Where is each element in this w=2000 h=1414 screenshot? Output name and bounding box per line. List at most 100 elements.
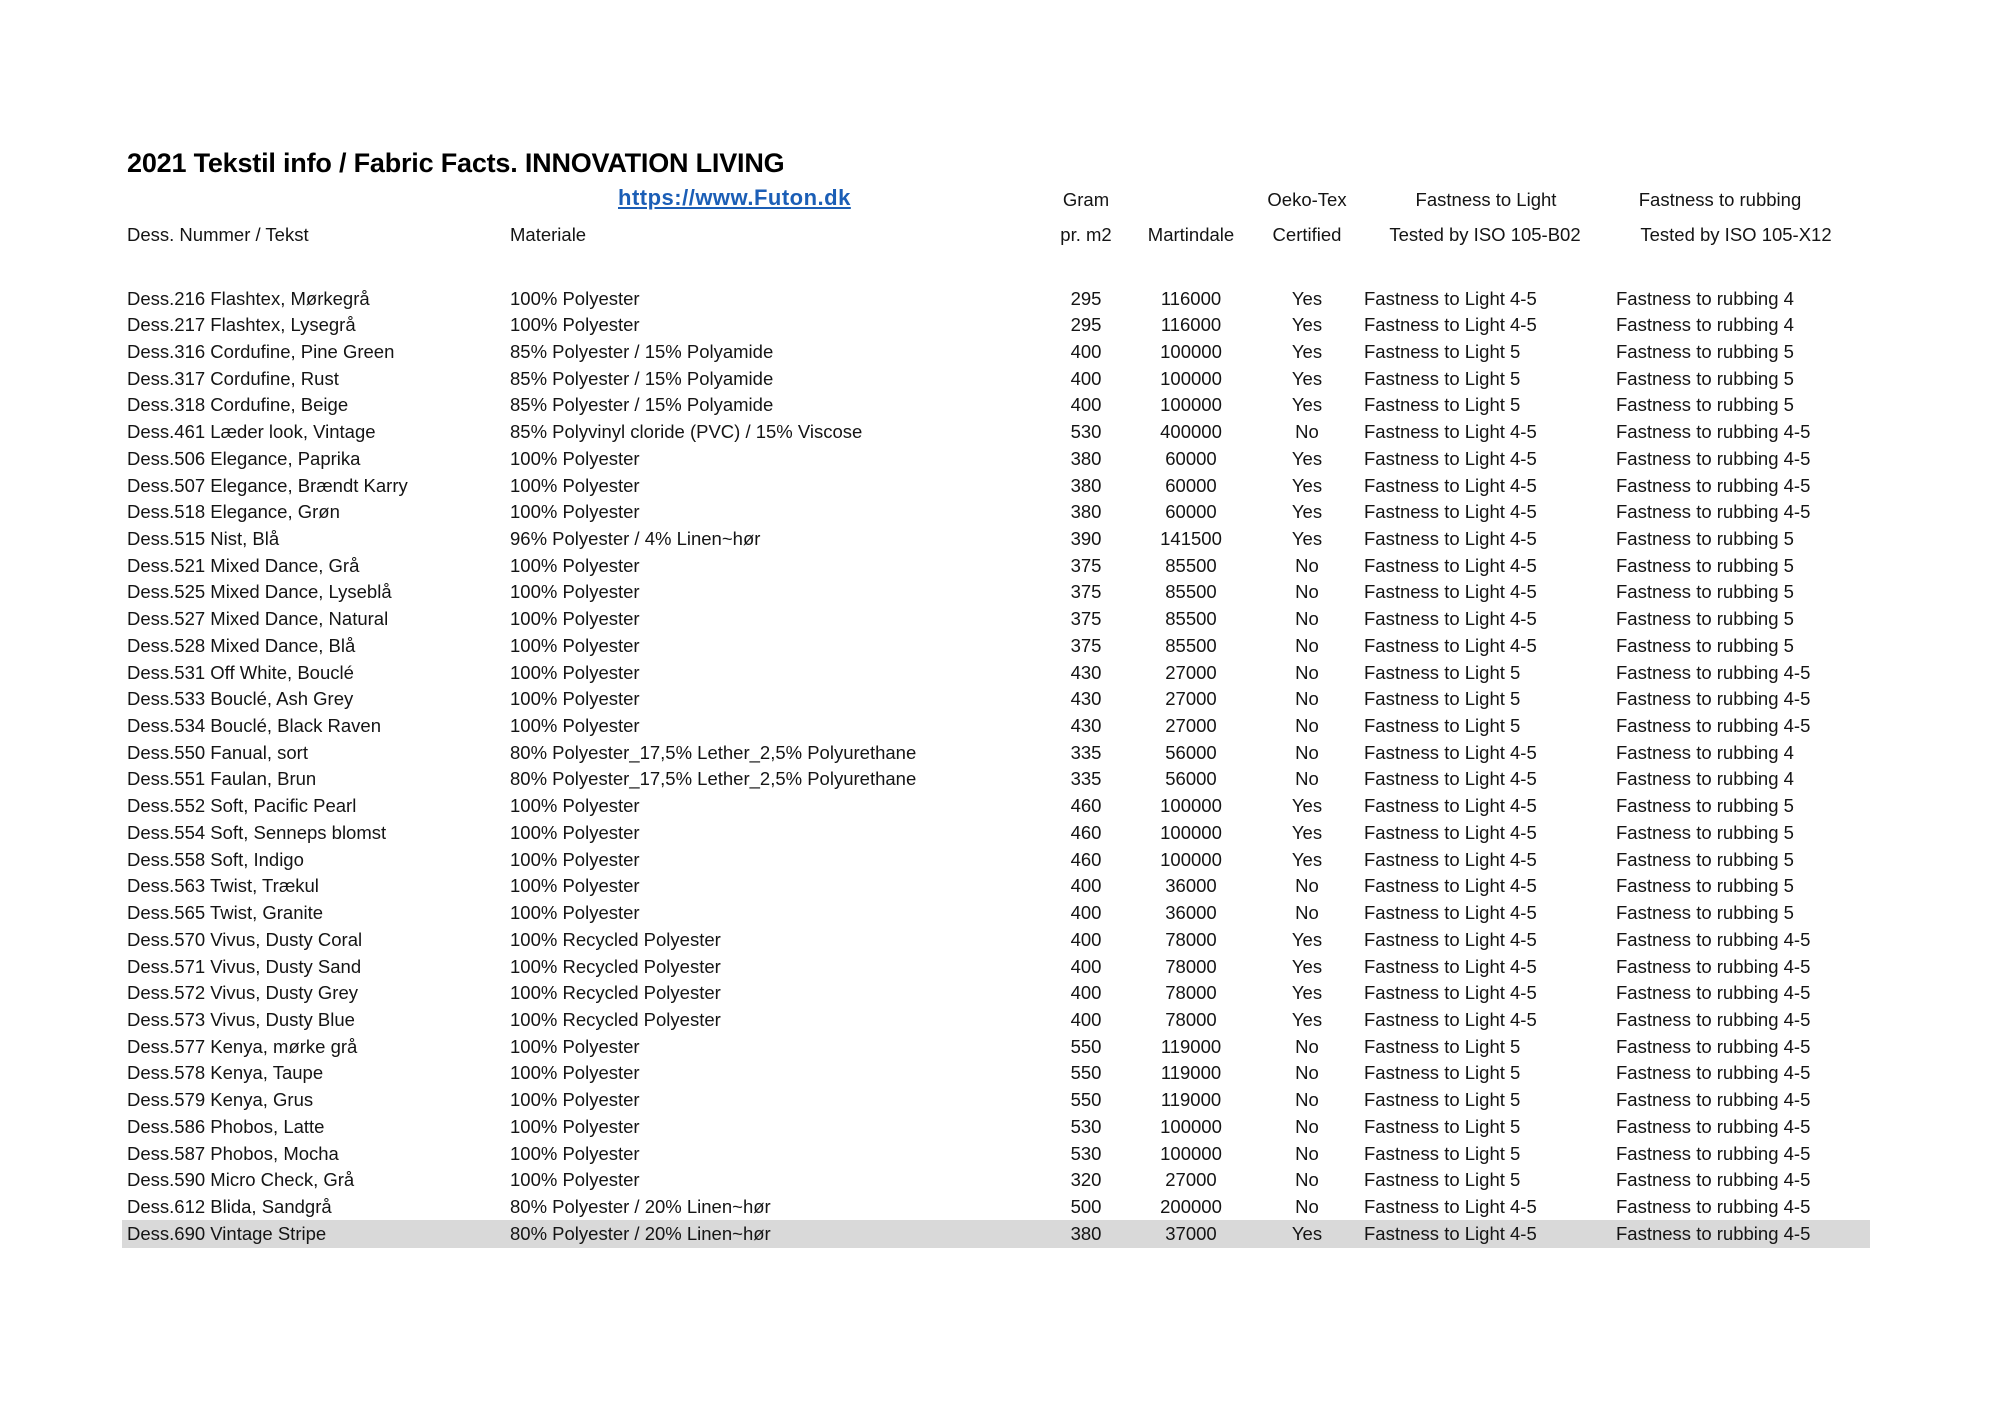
martindale-cell: 27000	[1165, 1169, 1217, 1191]
material-cell: 100% Recycled Polyester	[510, 982, 721, 1004]
table-row: Dess.318 Cordufine, Beige 85% Polyester /…	[0, 392, 2000, 419]
gram-cell: 335	[1070, 741, 1102, 763]
fabric-name-cell: Dess.316 Cordufine, Pine Green	[127, 340, 395, 362]
light-cell: Fastness to Light 4-5	[1364, 314, 1537, 336]
table-row: Dess.570 Vivus, Dusty Coral 100% Recycled…	[0, 927, 2000, 954]
certified-cell: No	[1295, 902, 1319, 924]
martindale-cell: 100000	[1160, 821, 1222, 843]
martindale-cell: 100000	[1160, 848, 1222, 870]
table-row: Dess.577 Kenya, mørke grå 100% Polyester 5…	[0, 1034, 2000, 1061]
gram-cell: 295	[1070, 287, 1102, 309]
material-cell: 100% Polyester	[510, 608, 640, 630]
table-header-row-2: Dess. Nummer / Tekst Materiale pr. m2 Ma…	[0, 221, 2000, 248]
table-row: Dess.563 Twist, Trækul 100% Polyester 400 3…	[0, 873, 2000, 900]
header-oeko-tex: Oeko-Tex	[1267, 189, 1347, 210]
material-cell: 80% Polyester / 20% Linen~hør	[510, 1222, 771, 1244]
fabric-name-cell: Dess.531 Off White, Bouclé	[127, 661, 354, 683]
light-cell: Fastness to Light 5	[1364, 394, 1521, 416]
material-cell: 80% Polyester_17,5% Lether_2,5% Polyuret…	[510, 741, 917, 763]
material-cell: 85% Polyester / 15% Polyamide	[510, 340, 774, 362]
gram-cell: 380	[1070, 447, 1102, 469]
gram-cell: 400	[1070, 340, 1102, 362]
futon-link[interactable]: https://www.Futon.dk	[618, 185, 851, 210]
material-cell: 100% Polyester	[510, 1062, 640, 1084]
material-cell: 100% Polyester	[510, 1142, 640, 1164]
header-fastness-rubbing: Fastness to rubbing	[1638, 189, 1802, 210]
martindale-cell: 56000	[1165, 768, 1217, 790]
rubbing-cell: Fastness to rubbing 4	[1616, 287, 1794, 309]
martindale-cell: 85500	[1165, 634, 1217, 656]
table-row: Dess.533 Bouclé, Ash Grey 100% Polyester 4…	[0, 686, 2000, 713]
light-cell: Fastness to Light 4-5	[1364, 527, 1537, 549]
rubbing-cell: Fastness to rubbing 5	[1616, 340, 1794, 362]
rubbing-cell: Fastness to rubbing 4-5	[1616, 661, 1811, 683]
gram-cell: 375	[1070, 581, 1102, 603]
martindale-cell: 60000	[1165, 474, 1217, 496]
fabric-name-cell: Dess.578 Kenya, Taupe	[127, 1062, 324, 1084]
martindale-cell: 100000	[1160, 367, 1222, 389]
light-cell: Fastness to Light 5	[1364, 367, 1521, 389]
fabric-name-cell: Dess.690 Vintage Stripe	[127, 1222, 327, 1244]
table-row: Dess.612 Blida, Sandgrå 80% Polyester / 2…	[0, 1194, 2000, 1221]
fabric-name-cell: Dess.528 Mixed Dance, Blå	[127, 634, 356, 656]
light-cell: Fastness to Light 5	[1364, 715, 1521, 737]
certified-cell: No	[1295, 1089, 1319, 1111]
certified-cell: No	[1295, 741, 1319, 763]
certified-cell: Yes	[1291, 1008, 1323, 1030]
fabric-name-cell: Dess.216 Flashtex, Mørkegrå	[127, 287, 370, 309]
light-cell: Fastness to Light 4-5	[1364, 821, 1537, 843]
gram-cell: 400	[1070, 928, 1102, 950]
gram-cell: 530	[1070, 421, 1102, 443]
light-cell: Fastness to Light 5	[1364, 1115, 1521, 1137]
fabric-name-cell: Dess.534 Bouclé, Black Raven	[127, 715, 381, 737]
light-cell: Fastness to Light 5	[1364, 1035, 1521, 1057]
rubbing-cell: Fastness to rubbing 4-5	[1616, 715, 1811, 737]
header-certified: Certified	[1272, 224, 1342, 245]
fabric-name-cell: Dess.563 Twist, Trækul	[127, 875, 319, 897]
fabric-name-cell: Dess.586 Phobos, Latte	[127, 1115, 325, 1137]
fabric-name-cell: Dess.579 Kenya, Grus	[127, 1089, 314, 1111]
table-row: Dess.579 Kenya, Grus 100% Polyester 550 119…	[0, 1087, 2000, 1114]
rubbing-cell: Fastness to rubbing 5	[1616, 367, 1794, 389]
certified-cell: No	[1295, 421, 1319, 443]
gram-cell: 400	[1070, 367, 1102, 389]
martindale-cell: 85500	[1165, 554, 1217, 576]
rubbing-cell: Fastness to rubbing 4-5	[1616, 688, 1811, 710]
rubbing-cell: Fastness to rubbing 4-5	[1616, 955, 1811, 977]
rubbing-cell: Fastness to rubbing 4-5	[1616, 982, 1811, 1004]
certified-cell: No	[1295, 554, 1319, 576]
material-cell: 100% Polyester	[510, 314, 640, 336]
light-cell: Fastness to Light 5	[1364, 1062, 1521, 1084]
light-cell: Fastness to Light 4-5	[1364, 1008, 1537, 1030]
table-row: Dess.531 Off White, Bouclé 100% Polyester…	[0, 660, 2000, 687]
light-cell: Fastness to Light 5	[1364, 1169, 1521, 1191]
table-row: Dess.571 Vivus, Dusty Sand 100% Recycled …	[0, 954, 2000, 981]
material-cell: 100% Polyester	[510, 287, 640, 309]
fabric-name-cell: Dess.558 Soft, Indigo	[127, 848, 304, 870]
martindale-cell: 78000	[1165, 955, 1217, 977]
rubbing-cell: Fastness to rubbing 4	[1616, 314, 1794, 336]
light-cell: Fastness to Light 4-5	[1364, 848, 1537, 870]
martindale-cell: 60000	[1165, 447, 1217, 469]
martindale-cell: 116000	[1160, 287, 1222, 309]
rubbing-cell: Fastness to rubbing 4	[1616, 768, 1794, 790]
rubbing-cell: Fastness to rubbing 4-5	[1616, 1169, 1811, 1191]
martindale-cell: 36000	[1165, 902, 1217, 924]
rubbing-cell: Fastness to rubbing 5	[1616, 634, 1794, 656]
certified-cell: Yes	[1291, 795, 1323, 817]
martindale-cell: 100000	[1160, 340, 1222, 362]
material-cell: 85% Polyester / 15% Polyamide	[510, 367, 774, 389]
fabric-name-cell: Dess.590 Micro Check, Grå	[127, 1169, 355, 1191]
light-cell: Fastness to Light 4-5	[1364, 902, 1537, 924]
gram-cell: 295	[1070, 314, 1102, 336]
rubbing-cell: Fastness to rubbing 5	[1616, 902, 1794, 924]
light-cell: Fastness to Light 4-5	[1364, 928, 1537, 950]
certified-cell: Yes	[1291, 848, 1323, 870]
certified-cell: Yes	[1291, 501, 1323, 523]
light-cell: Fastness to Light 4-5	[1364, 421, 1537, 443]
gram-cell: 375	[1070, 608, 1102, 630]
rubbing-cell: Fastness to rubbing 5	[1616, 554, 1794, 576]
light-cell: Fastness to Light 4-5	[1364, 768, 1537, 790]
material-cell: 100% Polyester	[510, 501, 640, 523]
gram-cell: 400	[1070, 902, 1102, 924]
